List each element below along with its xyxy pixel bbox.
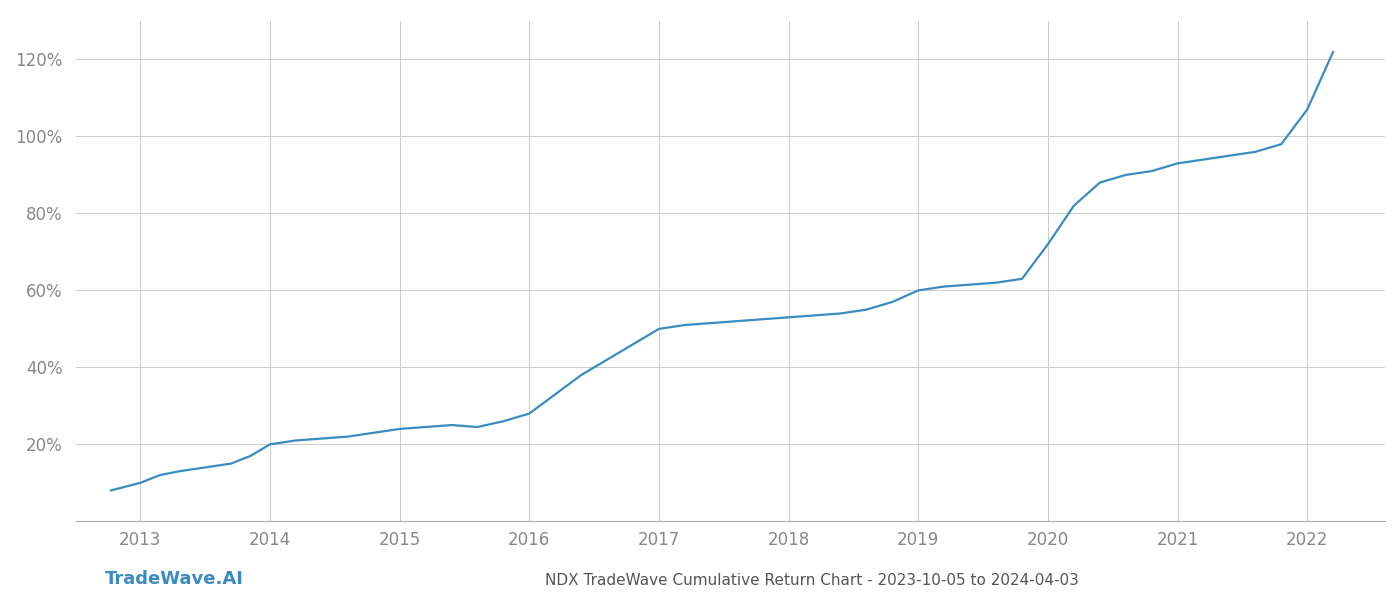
Text: NDX TradeWave Cumulative Return Chart - 2023-10-05 to 2024-04-03: NDX TradeWave Cumulative Return Chart - … [545,573,1079,588]
Text: TradeWave.AI: TradeWave.AI [105,570,244,588]
